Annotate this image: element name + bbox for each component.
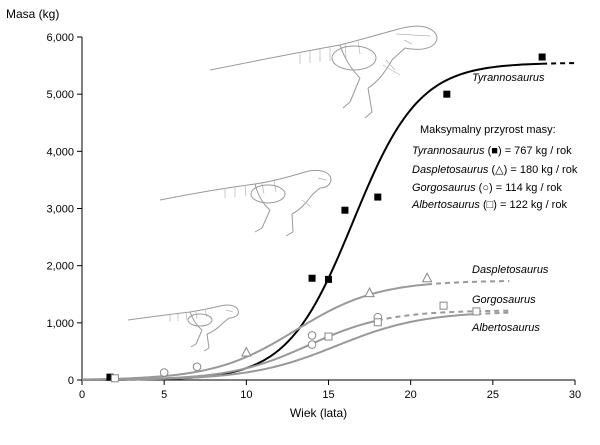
curve-extrapolated-albertosaurus <box>476 311 510 316</box>
data-point <box>443 90 451 98</box>
curve-extrapolated-daspletosaurus <box>427 280 510 286</box>
annotation-symbol: ○ <box>482 182 489 194</box>
x-tick-label: 25 <box>487 389 499 401</box>
data-point <box>325 275 332 283</box>
data-point <box>241 346 252 357</box>
series-label-gorgosaurus: Gorgosaurus <box>472 294 536 306</box>
curve-extrapolated-gorgosaurus <box>377 309 510 322</box>
y-tick-label: 0 <box>68 375 74 387</box>
annotation-species: Gorgosaurus <box>412 182 476 194</box>
y-tick-label: 1,000 <box>46 318 74 330</box>
data-point <box>324 332 333 341</box>
data-point <box>472 307 481 316</box>
daspletosaurus-skeleton-illustration <box>159 169 332 237</box>
annotation-line-daspletosaurus: Daspletosaurus (△) = 180 kg / rok <box>412 164 578 176</box>
y-tick-label: 2,000 <box>46 261 74 273</box>
curve-gorgosaurus <box>81 319 379 381</box>
x-tick-label: 5 <box>161 389 167 401</box>
annotation-species: Daspletosaurus <box>412 164 489 176</box>
y-axis-title: Masa (kg) <box>6 7 59 21</box>
data-points <box>106 53 546 383</box>
data-point <box>106 373 114 381</box>
x-axis-title: Wiek (lata) <box>290 406 347 420</box>
annotation-line-gorgosaurus: Gorgosaurus (○) = 114 kg / rok <box>412 182 562 194</box>
x-tick-label: 0 <box>79 389 85 401</box>
annotation-species: Tyrannosaurus <box>412 145 485 157</box>
y-tick-label: 5,000 <box>46 89 74 101</box>
annotation-symbol: ■ <box>491 145 498 157</box>
data-point <box>421 272 433 283</box>
annotation-symbol: △ <box>495 164 504 176</box>
x-tick-label: 20 <box>405 389 417 401</box>
annotation-value: = 767 kg / rok <box>505 145 572 157</box>
curve-albertosaurus <box>81 313 477 381</box>
data-point <box>374 193 382 201</box>
max-growth-annotation: Maksymalny przyrost masy: Tyrannosaurus … <box>411 124 578 211</box>
series-label-daspletosaurus: Daspletosaurus <box>472 264 549 276</box>
albertosaurus-skeleton-illustration <box>127 304 239 352</box>
x-tick-label: 10 <box>240 389 252 401</box>
data-point <box>307 340 317 349</box>
annotation-line-albertosaurus: Albertosaurus (□) = 122 kg / rok <box>411 199 567 211</box>
data-point <box>110 374 119 383</box>
axes: 0 5 10 15 20 25 30 0 1,000 2,000 3,000 4,000 5,000 6,… <box>6 7 581 420</box>
annotation-species: Albertosaurus <box>411 199 480 211</box>
y-tick-label: 3,000 <box>46 204 74 216</box>
series-label-albertosaurus: Albertosaurus <box>471 322 540 334</box>
data-point <box>538 53 546 61</box>
annotation-line-tyrannosaurus: Tyrannosaurus (■) = 767 kg / rok <box>412 145 572 157</box>
data-point <box>439 301 448 310</box>
annotation-title: Maksymalny przyrost masy: <box>420 124 556 136</box>
data-point <box>192 362 202 372</box>
x-tick-label: 30 <box>569 389 581 401</box>
tyrannosaurus-skeleton-illustration <box>209 25 438 119</box>
data-point <box>308 274 316 282</box>
annotation-value: = 122 kg / rok <box>500 199 567 211</box>
annotation-value: = 114 kg / rok <box>496 182 563 194</box>
annotation-value: = 180 kg / rok <box>510 164 577 176</box>
y-tick-label: 4,000 <box>46 146 74 158</box>
curve-extrapolated-tyrannosaurus <box>542 62 576 65</box>
data-point <box>341 206 349 214</box>
data-point <box>307 331 317 340</box>
series-labels: Tyrannosaurus Daspletosaurus Gorgosaurus… <box>471 72 549 334</box>
y-tick-label: 6,000 <box>46 32 74 44</box>
data-point <box>364 287 375 298</box>
data-point <box>373 318 382 327</box>
series-label-tyrannosaurus: Tyrannosaurus <box>472 72 545 84</box>
data-point <box>159 368 169 377</box>
x-tick-label: 15 <box>322 389 334 401</box>
annotation-symbol: □ <box>487 199 494 211</box>
